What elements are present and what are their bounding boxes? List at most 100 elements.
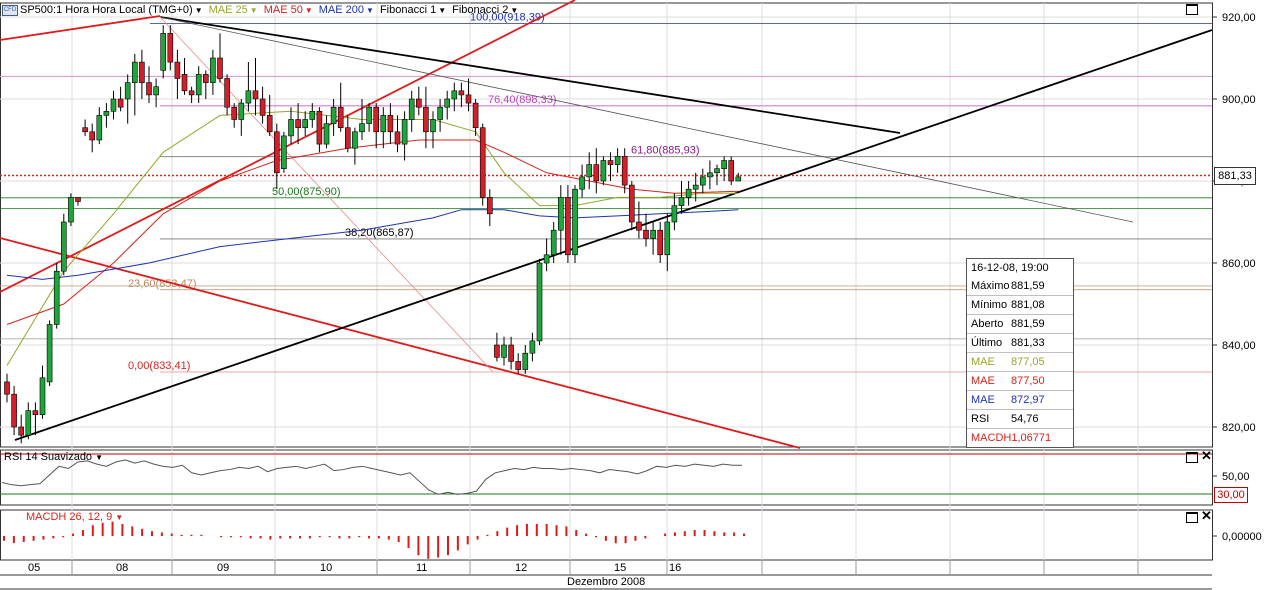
candle-body bbox=[522, 352, 529, 370]
dropdown-arrow-icon: ▼ bbox=[95, 452, 103, 462]
dropdown-arrow-icon: ▼ bbox=[510, 5, 519, 15]
fib-level-label: 23,60(853,47) bbox=[128, 278, 197, 290]
time-axis: 05 08 09 10 11 12 15 16 bbox=[28, 562, 681, 574]
close-rsi-icon[interactable]: ✕ bbox=[1201, 448, 1212, 463]
candle-body bbox=[288, 119, 294, 137]
candle-body bbox=[273, 131, 280, 174]
info-key: Máximo bbox=[971, 280, 1010, 292]
candle-body bbox=[309, 111, 316, 120]
candle-body bbox=[89, 131, 95, 141]
candle-body bbox=[451, 90, 458, 100]
info-key: Aberto bbox=[971, 318, 1004, 330]
candle-body bbox=[628, 184, 635, 223]
macd-panel: 0,00000 bbox=[3, 521, 1262, 559]
fib-level-label: 0,00(833,41) bbox=[128, 360, 190, 372]
fib1-selector[interactable]: Fibonacci 1 ▼ bbox=[380, 4, 446, 16]
maximize-macd-icon[interactable] bbox=[1186, 512, 1198, 523]
candle-body bbox=[153, 86, 159, 96]
candle-body bbox=[4, 381, 10, 395]
candle-body bbox=[529, 340, 536, 354]
time-tick-label: 08 bbox=[116, 562, 128, 574]
trend-line bbox=[0, 0, 576, 293]
fibonacci-levels: 100,00(918,39) 76,40(898,33) 61,80(885,93)… bbox=[0, 12, 1212, 373]
dropdown-arrow-icon: ▼ bbox=[249, 5, 258, 15]
info-value: 881,33 bbox=[1011, 337, 1045, 349]
mae200-selector[interactable]: MAE 200 ▼ bbox=[319, 4, 374, 16]
mae50-selector[interactable]: MAE 50 ▼ bbox=[264, 4, 313, 16]
info-value: 877,05 bbox=[1011, 356, 1045, 368]
candle-body bbox=[401, 119, 408, 145]
candle-body bbox=[586, 164, 593, 178]
candle-body bbox=[39, 377, 46, 415]
candle-body bbox=[643, 229, 649, 239]
rsi-marker-value: 30,00 bbox=[1217, 489, 1245, 501]
candle-body bbox=[359, 123, 365, 133]
info-key: MAE bbox=[971, 375, 995, 387]
candle-body bbox=[25, 410, 32, 436]
price-tick-label: 820,00 bbox=[1222, 422, 1256, 434]
candle-body bbox=[387, 115, 394, 133]
candle-body bbox=[621, 156, 628, 186]
trend-line bbox=[0, 237, 801, 449]
candle-body bbox=[721, 160, 727, 169]
candle-body bbox=[550, 229, 557, 256]
mae25-selector[interactable]: MAE 25 ▼ bbox=[209, 4, 258, 16]
candle-body bbox=[352, 131, 358, 149]
info-key: RSI bbox=[971, 413, 990, 425]
time-tick-label: 09 bbox=[217, 562, 229, 574]
time-tick-label: 16 bbox=[669, 562, 681, 574]
candle-body bbox=[245, 90, 252, 104]
candle-body bbox=[160, 33, 166, 71]
candle-body bbox=[728, 160, 735, 182]
maximize-rsi-icon[interactable] bbox=[1186, 452, 1198, 463]
candle-body bbox=[692, 184, 699, 190]
candle-body bbox=[437, 106, 443, 120]
dropdown-arrow-icon: ▼ bbox=[366, 5, 374, 15]
chart-type-icon: CFD bbox=[2, 4, 18, 16]
trend-line bbox=[14, 29, 1213, 441]
info-row: Último 881,33 bbox=[967, 333, 1073, 352]
candle-body bbox=[302, 119, 309, 128]
candle-body bbox=[259, 98, 266, 116]
candle-body bbox=[231, 106, 237, 120]
candle-body bbox=[167, 33, 174, 63]
candle-body bbox=[210, 57, 216, 83]
candle-body bbox=[735, 176, 742, 182]
candle-body bbox=[181, 74, 188, 92]
close-macd-icon[interactable]: ✕ bbox=[1201, 508, 1212, 523]
macd-title: MACDH 26, 12, 9 bbox=[26, 511, 113, 523]
symbol-label: SP500:1 Hora Hora Local (TMG+0) bbox=[20, 4, 193, 16]
candle-body bbox=[572, 188, 578, 256]
candle-body bbox=[678, 197, 685, 206]
candle-body bbox=[636, 221, 642, 231]
info-value: 881,08 bbox=[1011, 299, 1045, 311]
info-key: MAE bbox=[971, 394, 995, 406]
candle-body bbox=[444, 98, 451, 108]
candle-body bbox=[465, 94, 472, 104]
trend-line bbox=[159, 16, 494, 373]
macd-panel-frame bbox=[0, 509, 1213, 561]
candle-body bbox=[565, 197, 571, 256]
fib2-label: Fibonacci 2 bbox=[452, 4, 509, 16]
candle-body bbox=[607, 160, 614, 165]
info-rows: Máximo 881,59 Mínimo 881,08 Aberto 881,59 Últi… bbox=[967, 277, 1073, 447]
info-value: 1,06771 bbox=[1011, 432, 1052, 444]
candle-body bbox=[82, 127, 88, 133]
rsi-panel-label[interactable]: RSI 14 Suavizado ▼ bbox=[4, 451, 103, 463]
rsi-line bbox=[1, 459, 742, 495]
candle-body bbox=[60, 221, 67, 272]
fib2-selector[interactable]: Fibonacci 2 ▼ bbox=[452, 4, 518, 16]
fib1-label: Fibonacci 1 bbox=[379, 4, 437, 16]
maximize-main-icon[interactable] bbox=[1186, 4, 1198, 15]
candle-body bbox=[330, 106, 337, 124]
price-tick-label: 860,00 bbox=[1222, 258, 1256, 270]
time-tick-label: 05 bbox=[28, 562, 40, 574]
macd-panel-label[interactable]: MACDH 26, 12, 9 ▼ bbox=[26, 511, 123, 523]
candle-body bbox=[139, 61, 145, 83]
candle-body bbox=[18, 426, 25, 436]
candle-body bbox=[501, 344, 507, 358]
candle-body bbox=[281, 135, 287, 169]
month-label-text: Dezembro 2008 bbox=[567, 576, 646, 588]
symbol-selector[interactable]: CFD SP500:1 Hora Hora Local (TMG+0) ▼ bbox=[2, 4, 203, 16]
grid-lines bbox=[0, 2, 1213, 590]
